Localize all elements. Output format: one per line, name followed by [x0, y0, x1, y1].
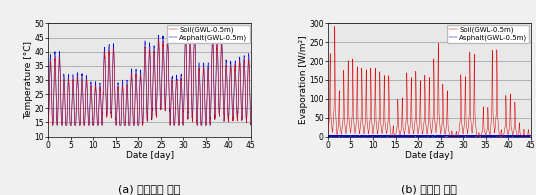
Asphalt(GWL-0.5m) — [483, 135, 489, 138]
Soil(GWL-0.5m) — [461, 121, 468, 123]
Asphalt(GWL-0.5m) — [182, 34, 189, 36]
Soil(GWL-0.5m) — [527, 135, 534, 138]
Line: Asphalt(GWL-0.5m): Asphalt(GWL-0.5m) — [328, 135, 531, 136]
Soil(GWL-0.5m) — [377, 121, 384, 124]
Soil(GWL-0.5m) — [431, 115, 438, 118]
Asphalt(GWL-0.5m) — [152, 59, 158, 61]
Soil(GWL-0.5m) — [325, 132, 331, 134]
Asphalt(GWL-0.5m) — [414, 134, 420, 136]
X-axis label: Date [day]: Date [day] — [405, 151, 453, 160]
Soil(GWL-0.5m) — [331, 25, 338, 27]
Asphalt(GWL-0.5m) — [398, 134, 405, 137]
Soil(GWL-0.5m) — [329, 130, 336, 133]
Line: Soil(GWL-0.5m): Soil(GWL-0.5m) — [328, 26, 531, 136]
Soil(GWL-0.5m) — [45, 124, 51, 126]
Asphalt(GWL-0.5m) — [182, 51, 188, 53]
Asphalt(GWL-0.5m) — [325, 134, 331, 136]
Text: (a) 포장조건 비교: (a) 포장조건 비교 — [118, 184, 181, 194]
Asphalt(GWL-0.5m) — [377, 135, 384, 137]
Asphalt(GWL-0.5m) — [431, 135, 438, 137]
Soil(GWL-0.5m) — [336, 91, 343, 93]
Asphalt(GWL-0.5m) — [248, 124, 254, 126]
Text: (b) 증발량 비교: (b) 증발량 비교 — [401, 184, 457, 194]
Soil(GWL-0.5m) — [248, 123, 254, 125]
Asphalt(GWL-0.5m) — [98, 100, 104, 102]
Soil(GWL-0.5m) — [50, 124, 56, 126]
Soil(GWL-0.5m) — [56, 57, 63, 59]
Y-axis label: Evaporation [W/m²]: Evaporation [W/m²] — [299, 36, 308, 124]
Line: Soil(GWL-0.5m): Soil(GWL-0.5m) — [48, 35, 251, 125]
X-axis label: Date [day]: Date [day] — [125, 151, 174, 160]
Y-axis label: Temperature [°C]: Temperature [°C] — [24, 41, 33, 119]
Asphalt(GWL-0.5m) — [461, 135, 468, 137]
Soil(GWL-0.5m) — [119, 92, 125, 94]
Soil(GWL-0.5m) — [187, 34, 193, 36]
Line: Asphalt(GWL-0.5m): Asphalt(GWL-0.5m) — [48, 35, 251, 125]
Soil(GWL-0.5m) — [399, 121, 405, 123]
Soil(GWL-0.5m) — [98, 100, 104, 102]
Legend: Soil(GWL-0.5m), Asphalt(GWL-0.5m): Soil(GWL-0.5m), Asphalt(GWL-0.5m) — [167, 25, 250, 43]
Asphalt(GWL-0.5m) — [119, 87, 125, 89]
Asphalt(GWL-0.5m) — [336, 135, 343, 137]
Asphalt(GWL-0.5m) — [49, 124, 56, 126]
Legend: Soil(GWL-0.5m), Asphalt(GWL-0.5m): Soil(GWL-0.5m), Asphalt(GWL-0.5m) — [446, 25, 529, 43]
Asphalt(GWL-0.5m) — [45, 123, 51, 125]
Soil(GWL-0.5m) — [182, 62, 188, 64]
Asphalt(GWL-0.5m) — [56, 51, 63, 53]
Asphalt(GWL-0.5m) — [50, 124, 56, 126]
Soil(GWL-0.5m) — [152, 61, 158, 64]
Asphalt(GWL-0.5m) — [527, 134, 534, 137]
Asphalt(GWL-0.5m) — [329, 135, 336, 137]
